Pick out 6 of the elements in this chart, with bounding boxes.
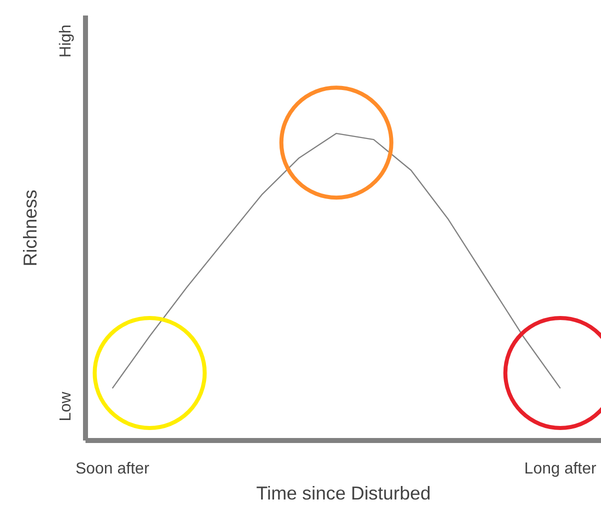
text: High	[58, 24, 74, 58]
y-axis-title: Richness	[20, 190, 40, 266]
x-axis-title: Time since Disturbed	[256, 482, 431, 504]
x-tick-label: Soon after	[75, 460, 150, 478]
x-tick-label: Long after	[524, 460, 598, 478]
text: Low	[58, 391, 74, 422]
